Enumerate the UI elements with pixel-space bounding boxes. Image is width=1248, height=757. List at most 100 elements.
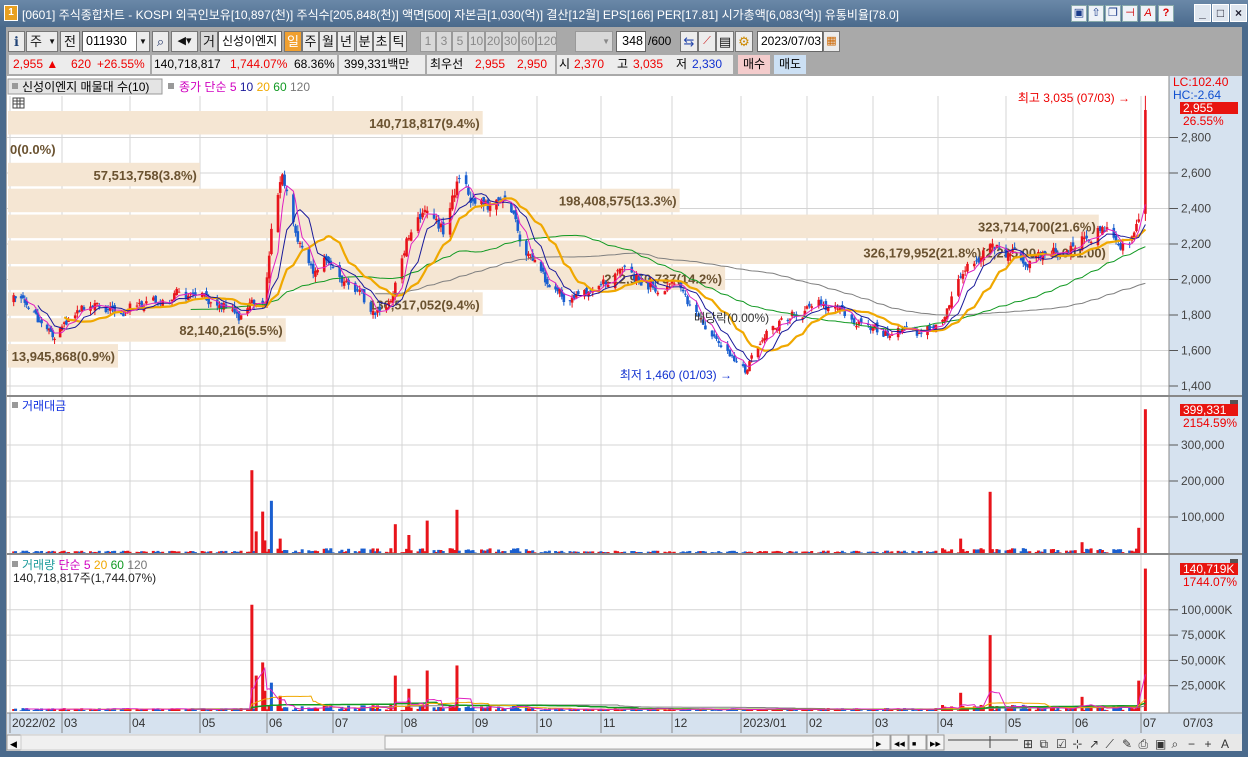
first-page-icon[interactable]: ◀◀	[890, 734, 909, 751]
font-a-icon[interactable]: A	[1221, 737, 1229, 751]
sell-button[interactable]: 매도	[773, 54, 807, 75]
volume-bar	[1143, 568, 1147, 711]
volume-bar	[124, 708, 128, 711]
interval-button[interactable]: 30	[502, 31, 519, 52]
x-tick-label: 07	[335, 716, 349, 730]
stop-icon[interactable]: ■	[908, 734, 927, 751]
value-bar	[471, 550, 475, 553]
volume-bar	[606, 709, 610, 711]
draw-icon[interactable]: ✎	[1122, 737, 1132, 751]
value-bar	[1021, 548, 1025, 553]
toggle-icon[interactable]	[12, 83, 18, 89]
minimize-button[interactable]: _	[1194, 4, 1211, 22]
volume-profile-label: 136,517,052(9.4%)	[369, 297, 480, 312]
candle	[1137, 219, 1141, 222]
profile-button[interactable]: 신성이엔지 매물대 수(10)	[7, 78, 163, 95]
last-page-icon[interactable]: ▶▶	[926, 734, 945, 751]
zoom-in-icon[interactable]: +	[1205, 737, 1212, 751]
print-icon[interactable]: ⎙	[1139, 737, 1149, 751]
font-icon[interactable]: A	[1140, 5, 1156, 22]
pane-close-icon[interactable]	[1230, 400, 1238, 407]
calendar-icon[interactable]: ▦	[823, 31, 840, 52]
stock-info-icon[interactable]: ℹ	[8, 31, 25, 52]
zoom-out-icon[interactable]: −	[1188, 737, 1195, 751]
chart-settings-icon[interactable]: ▣	[1155, 737, 1166, 751]
scrollbar-thumb[interactable]	[384, 735, 874, 750]
interval-button[interactable]: 60	[519, 31, 536, 52]
toggle-icon[interactable]	[12, 402, 18, 408]
split-icon[interactable]: ⊞	[1023, 737, 1033, 751]
bar-count-input[interactable]: 348	[616, 31, 646, 52]
candle	[263, 304, 267, 306]
value-bar	[342, 552, 346, 553]
period-button[interactable]: 월	[319, 31, 337, 52]
candle	[342, 281, 346, 286]
market-select[interactable]: 주 ▼	[26, 31, 58, 52]
period-button[interactable]: 년	[337, 31, 355, 52]
table-icon[interactable]	[12, 97, 25, 109]
scroll-right-icon[interactable]: ▶	[872, 734, 891, 751]
period-button[interactable]: 초	[373, 31, 390, 52]
value-bar	[618, 552, 622, 553]
search-icon[interactable]: ⌕	[152, 31, 169, 52]
pin-icon[interactable]: ⊣	[1122, 5, 1138, 22]
interval-button[interactable]: 5	[452, 31, 468, 52]
indicator-icon[interactable]: ⟋	[698, 31, 716, 52]
code-dropdown-icon[interactable]: ▼	[136, 31, 150, 52]
settings-gear-icon[interactable]: ⚙	[735, 31, 753, 52]
stock-name-field[interactable]: 신성이엔지	[218, 31, 282, 52]
date-input[interactable]: 2023/07/03	[757, 31, 823, 52]
close-button[interactable]: ×	[1230, 4, 1247, 22]
value-bar	[154, 551, 158, 553]
prev-button[interactable]: 전	[60, 31, 80, 52]
crosshair-icon[interactable]: ⊹	[1073, 737, 1083, 751]
volume-bar	[997, 706, 1001, 711]
volume-bar	[294, 708, 298, 711]
x-tick-label: 07	[1143, 716, 1157, 730]
interval-button[interactable]: 10	[468, 31, 485, 52]
zoom-icon[interactable]: ⌕	[1172, 737, 1179, 751]
candle	[997, 247, 1001, 249]
share-icon[interactable]: ⇧	[1088, 5, 1104, 22]
stock-code-input[interactable]: 011930	[82, 31, 150, 52]
copy-icon[interactable]: ⧉	[1040, 737, 1049, 751]
value-bar	[750, 551, 754, 553]
interval-button[interactable]: 120	[536, 31, 557, 52]
toggle-icon[interactable]	[12, 561, 18, 567]
period-button[interactable]: 분	[356, 31, 373, 52]
period-button[interactable]: 틱	[390, 31, 407, 52]
interval-button[interactable]: 3	[436, 31, 452, 52]
interval-dropdown[interactable]: ▼	[575, 31, 613, 52]
zoom-slider[interactable]	[948, 736, 1018, 748]
compare-icon[interactable]: ⇆	[680, 31, 698, 52]
copy-window-icon[interactable]: ❐	[1105, 5, 1121, 22]
value-bar	[663, 551, 667, 553]
interval-button[interactable]: 20	[485, 31, 502, 52]
candle	[871, 326, 875, 331]
last-volume-label: 140,719K	[1183, 562, 1234, 576]
volume-bar	[1071, 707, 1075, 711]
toggle-icon[interactable]	[168, 83, 174, 89]
trend-icon[interactable]: ↗	[1089, 737, 1099, 751]
period-button[interactable]: 일	[284, 31, 302, 52]
volume-bar	[49, 709, 53, 711]
pane-close-icon[interactable]	[1230, 559, 1238, 566]
value-bar	[503, 551, 507, 553]
save-icon[interactable]: ▤	[716, 31, 734, 52]
value-bar	[556, 551, 560, 553]
help-icon[interactable]: ?	[1158, 5, 1174, 22]
period-button[interactable]: 주	[302, 31, 319, 52]
candle	[1028, 261, 1032, 269]
value-bar	[932, 551, 936, 553]
candle	[235, 311, 239, 314]
check-icon[interactable]: ☑	[1056, 737, 1067, 751]
new-window-icon[interactable]: ▣	[1071, 5, 1087, 22]
speaker-icon[interactable]: ◀▾	[171, 31, 198, 52]
volume-bar	[344, 708, 348, 711]
maximize-button[interactable]: □	[1212, 4, 1229, 22]
buy-button[interactable]: 매수	[737, 54, 771, 75]
volume-bar	[51, 708, 55, 711]
line-icon[interactable]: ⟋	[1106, 737, 1115, 751]
interval-button[interactable]: 1	[420, 31, 436, 52]
